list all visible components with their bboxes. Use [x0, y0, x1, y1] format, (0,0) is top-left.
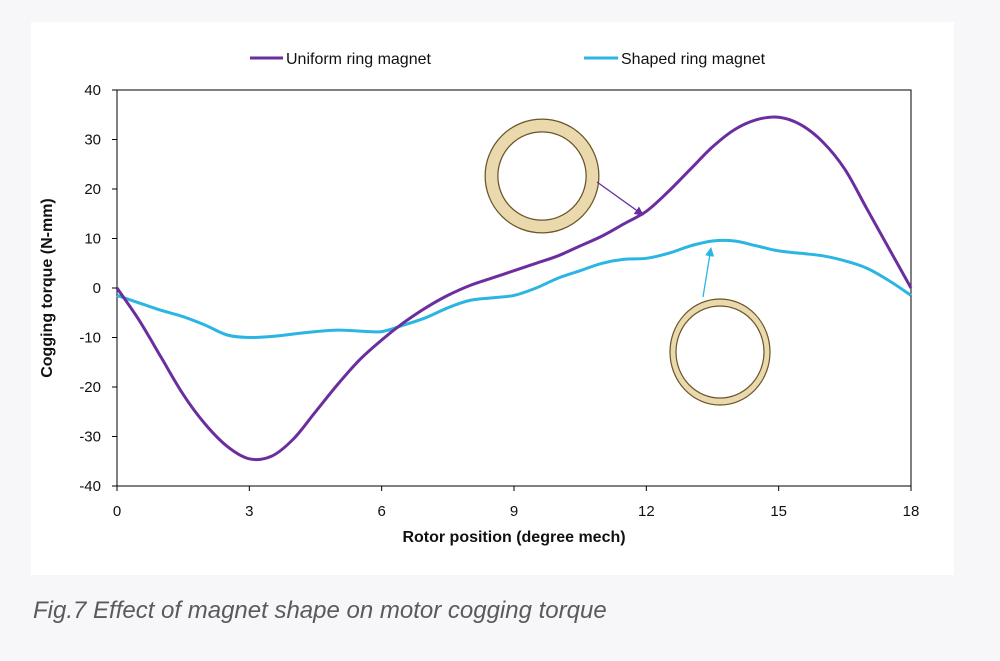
- chart-canvas: 40 30 20 10 0 -10 -20 -30 -40 0 3 6 9 12 15 18 Rotor p…: [39, 51, 920, 546]
- x-tick-label: 6: [377, 503, 385, 520]
- y-tick-label: 10: [84, 231, 101, 248]
- y-tick-label: 30: [84, 132, 101, 149]
- x-tick-label: 0: [113, 503, 121, 520]
- y-tick-label: 40: [84, 82, 101, 99]
- x-tick-label: 9: [510, 503, 518, 520]
- legend: Uniform ring magnet Shaped ring magnet: [250, 51, 766, 68]
- x-tick-label: 18: [903, 503, 920, 520]
- figure-caption: Fig.7 Effect of magnet shape on motor co…: [33, 597, 607, 624]
- x-tick-label: 15: [770, 503, 787, 520]
- series-line-shaped-ring-magnet: [116, 238, 912, 340]
- legend-label-uniform: Uniform ring magnet: [286, 51, 432, 68]
- y-tick-label: -10: [79, 330, 101, 347]
- legend-label-shaped: Shaped ring magnet: [621, 51, 766, 68]
- y-tick-label: 0: [93, 280, 101, 297]
- y-tick-label: -30: [79, 429, 101, 446]
- uniform-ring-magnet-icon: [484, 118, 600, 234]
- x-axis: 0 3 6 9 12 15 18: [113, 486, 920, 520]
- chart-figure: 40 30 20 10 0 -10 -20 -30 -40 0 3 6 9 12 15 18 Rotor p…: [31, 22, 954, 575]
- plot-area-frame: [116, 89, 912, 487]
- x-axis-title: Rotor position (degree mech): [402, 529, 625, 546]
- y-tick-label: -20: [79, 379, 101, 396]
- uniform-annotation-arrow: [596, 181, 644, 216]
- shaped-ring-magnet-icon: [669, 298, 771, 406]
- series-line-uniform-ring-magnet: [115, 115, 913, 462]
- y-axis: 40 30 20 10 0 -10 -20 -30 -40: [79, 82, 117, 495]
- x-tick-label: 12: [638, 503, 655, 520]
- y-tick-label: -40: [79, 478, 101, 495]
- y-tick-label: 20: [84, 181, 101, 198]
- y-axis-title: Cogging torque (N-mm): [39, 198, 56, 378]
- shaped-annotation-arrow: [702, 247, 715, 298]
- x-tick-label: 3: [245, 503, 253, 520]
